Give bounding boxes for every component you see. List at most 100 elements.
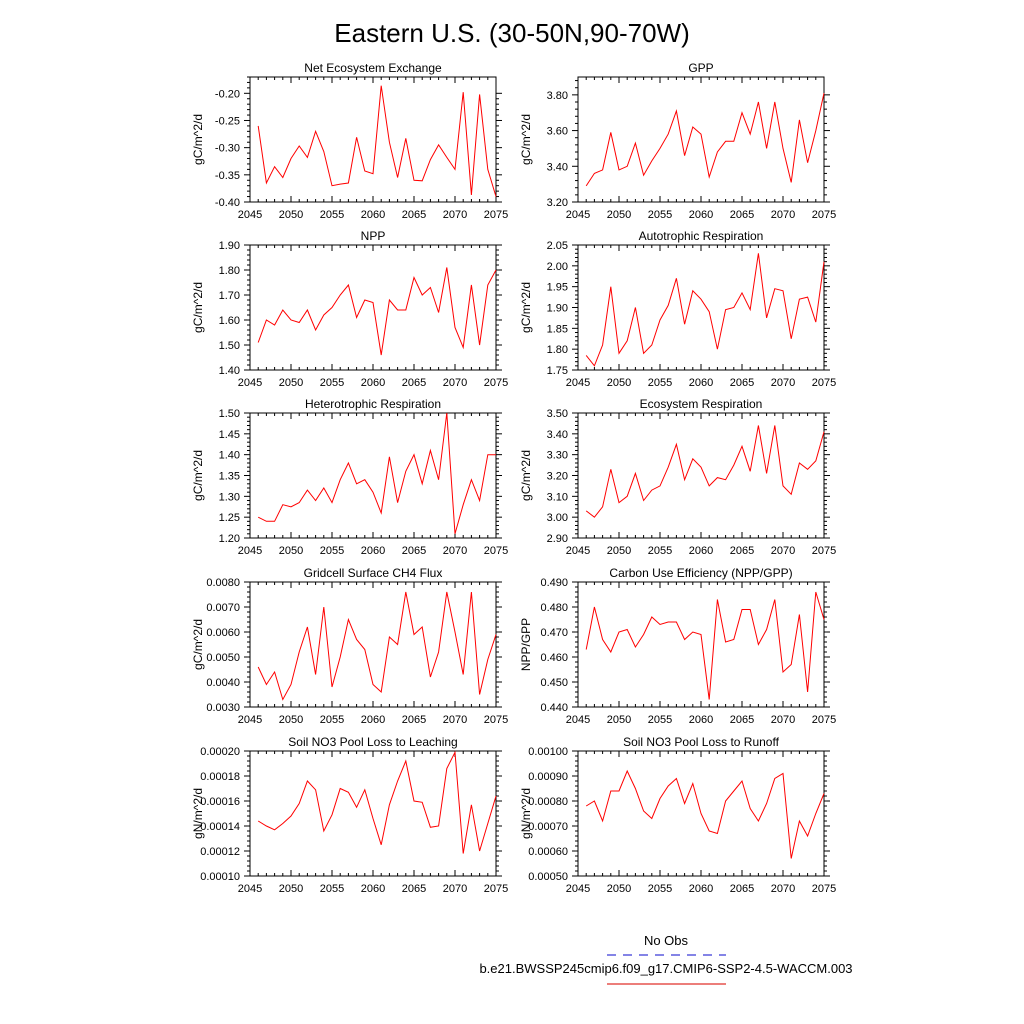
series-line [585, 591, 825, 700]
plot-frame [577, 412, 825, 539]
y-tick-label: 0.00070 [528, 821, 568, 833]
series-line [585, 253, 825, 367]
y-tick-label: 0.480 [540, 602, 568, 614]
y-tick-label: 3.20 [547, 197, 568, 209]
panel-10: Soil NO3 Pool Loss to Runoff 2045 2050 2055… [519, 735, 836, 895]
y-tick-label: -0.20 [215, 88, 240, 100]
y-tick-label: 3.40 [547, 161, 568, 173]
x-tick-label: 2075 [812, 714, 836, 726]
y-axis-label: gC/m^2/d [191, 619, 205, 670]
x-tick-label: 2045 [566, 377, 590, 389]
x-tick-label: 2050 [607, 714, 631, 726]
x-tick-label: 2075 [812, 209, 836, 221]
series-line [257, 412, 496, 534]
y-tick-label: 1.60 [219, 315, 240, 327]
y-tick-label: 0.0040 [206, 677, 240, 689]
y-tick-label: 1.45 [219, 429, 240, 441]
x-tick-label: 2045 [566, 545, 590, 557]
panel-title: Heterotrophic Respiration [305, 397, 441, 411]
panel-title: GPP [688, 61, 713, 75]
x-tick-label: 2045 [566, 883, 590, 895]
legend: No Obs b.e21.BWSSP245cmip6.f09_g17.CMIP6… [479, 933, 853, 985]
x-tick-label: 2060 [689, 545, 713, 557]
panel-6: Ecosystem Respiration 2045 2050 2055 2060 206… [519, 397, 836, 557]
x-tick-label: 2070 [443, 714, 467, 726]
x-tick-label: 2060 [689, 209, 713, 221]
x-tick-label: 2045 [238, 209, 262, 221]
x-tick-label: 2060 [361, 545, 385, 557]
x-tick-label: 2070 [443, 209, 467, 221]
x-tick-label: 2070 [443, 377, 467, 389]
panel-7: Gridcell Surface CH4 Flux 2045 2050 2055 206… [191, 566, 508, 726]
y-tick-label: 0.00090 [528, 771, 568, 783]
x-tick-label: 2055 [320, 209, 344, 221]
y-tick-label: 1.70 [219, 290, 240, 302]
x-tick-label: 2075 [484, 545, 508, 557]
panel-title: Ecosystem Respiration [640, 397, 763, 411]
panel-title: Soil NO3 Pool Loss to Leaching [288, 735, 457, 749]
y-axis-label: gC/m^2/d [519, 450, 533, 501]
y-tick-label: -0.25 [215, 115, 240, 127]
x-tick-label: 2055 [648, 545, 672, 557]
x-tick-label: 2050 [279, 377, 303, 389]
y-tick-label: 1.90 [219, 240, 240, 252]
legend-obs-label: No Obs [644, 933, 689, 948]
y-tick-label: 1.35 [219, 471, 240, 483]
y-tick-label: 1.85 [547, 323, 568, 335]
panel-4: Autotrophic Respiration 2045 2050 2055 2060 2… [519, 229, 836, 389]
panel-title: NPP [361, 229, 386, 243]
panel-1: Net Ecosystem Exchange 2045 2050 2055 2060 20… [191, 61, 508, 221]
y-tick-label: 1.95 [547, 282, 568, 294]
y-tick-label: 0.00014 [200, 821, 240, 833]
y-tick-label: 0.0030 [206, 702, 240, 714]
x-tick-label: 2050 [279, 209, 303, 221]
x-tick-label: 2060 [689, 377, 713, 389]
y-tick-label: 1.30 [219, 491, 240, 503]
y-tick-label: 0.00010 [200, 871, 240, 883]
panel-9: Soil NO3 Pool Loss to Leaching 2045 2050 20… [191, 735, 508, 895]
x-tick-label: 2065 [730, 545, 754, 557]
x-tick-label: 2060 [689, 883, 713, 895]
y-tick-label: -0.30 [215, 143, 240, 155]
y-tick-label: -0.35 [215, 170, 240, 182]
y-tick-label: 0.460 [540, 652, 568, 664]
y-tick-label: 1.50 [219, 408, 240, 420]
plot-frame [249, 76, 497, 203]
panel-title: Soil NO3 Pool Loss to Runoff [623, 735, 780, 749]
y-tick-label: 1.20 [219, 533, 240, 545]
y-tick-label: 3.60 [547, 126, 568, 138]
x-tick-label: 2055 [648, 209, 672, 221]
x-tick-label: 2050 [279, 545, 303, 557]
panel-8: Carbon Use Efficiency (NPP/GPP) 2045 2050 2… [519, 566, 836, 726]
x-tick-label: 2065 [730, 377, 754, 389]
panel-2: GPP 2045 2050 2055 2060 2065 2070 2075 3.20 3.40 3… [519, 61, 836, 221]
series-line [257, 85, 497, 197]
x-tick-label: 2050 [607, 545, 631, 557]
y-tick-label: -0.40 [215, 197, 240, 209]
x-tick-label: 2060 [361, 714, 385, 726]
y-axis-label: gN/m^2/d [519, 788, 533, 839]
x-tick-label: 2070 [443, 545, 467, 557]
x-tick-label: 2050 [279, 883, 303, 895]
y-tick-label: 0.00016 [200, 796, 240, 808]
x-tick-label: 2055 [648, 883, 672, 895]
y-axis-label: gC/m^2/d [519, 114, 533, 165]
x-tick-label: 2055 [648, 714, 672, 726]
y-tick-label: 3.50 [547, 408, 568, 420]
x-tick-label: 2060 [361, 883, 385, 895]
x-tick-label: 2075 [484, 714, 508, 726]
y-axis-label: NPP/GPP [519, 618, 533, 671]
x-tick-label: 2075 [484, 377, 508, 389]
x-tick-label: 2045 [566, 209, 590, 221]
y-tick-label: 0.00080 [528, 796, 568, 808]
y-axis-label: gC/m^2/d [191, 114, 205, 165]
y-tick-label: 3.00 [547, 512, 568, 524]
panel-3: NPP 2045 2050 2055 2060 2065 2070 2075 1.40 1.50 1… [191, 229, 508, 389]
x-tick-label: 2070 [771, 714, 795, 726]
figure-title: Eastern U.S. (30-50N,90-70W) [334, 18, 689, 48]
y-tick-label: 1.75 [547, 365, 568, 377]
series-line [585, 769, 825, 859]
y-tick-label: 0.450 [540, 677, 568, 689]
x-tick-label: 2050 [607, 377, 631, 389]
x-tick-label: 2075 [812, 377, 836, 389]
